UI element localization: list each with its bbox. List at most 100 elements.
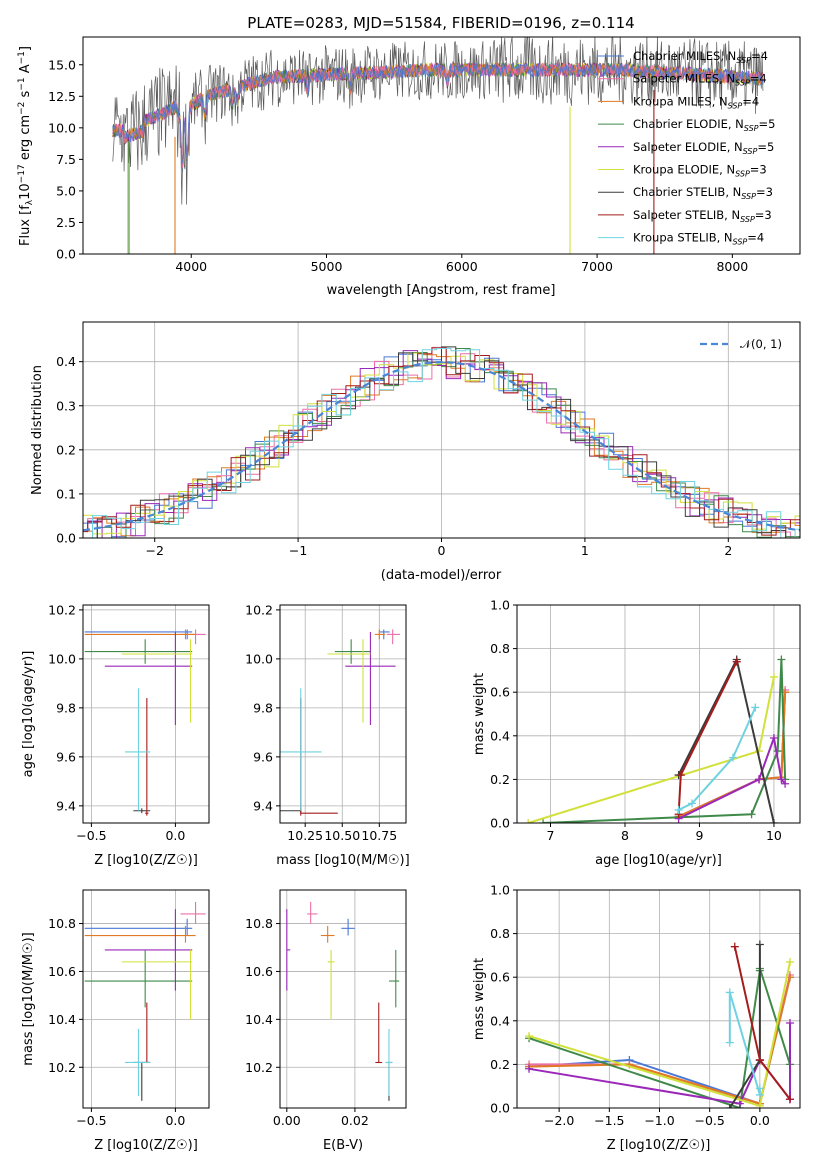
spectrum-xtick-label: 6000 bbox=[446, 259, 478, 274]
z-age-frame bbox=[82, 604, 210, 824]
mass-age-markers bbox=[280, 629, 401, 816]
spectrum-xtick-label: 8000 bbox=[716, 259, 748, 274]
z-age-xtick-label: 0.0 bbox=[165, 828, 185, 843]
spectrum-ylabel: Flux [fλ10−17 erg cm−2 s−1 A−1] bbox=[17, 46, 35, 246]
legend-entry: Salpeter MILES, NSSP=4 bbox=[633, 72, 767, 88]
spectrum-ytick-label: 7.5 bbox=[56, 152, 76, 167]
z-weight-xtick-label: −1.5 bbox=[594, 1113, 624, 1128]
z-weight-marker bbox=[725, 1038, 734, 1047]
z-weight-ytick-label: 0.4 bbox=[490, 1013, 510, 1028]
mass-age-ytick-label: 9.8 bbox=[253, 700, 273, 715]
z-mass-ytick-label: 10.8 bbox=[48, 916, 76, 931]
z-age-ytick-label: 10.2 bbox=[48, 602, 76, 617]
legend-entry: Salpeter STELIB, NSSP=3 bbox=[633, 208, 772, 224]
legend-entry: Kroupa STELIB, NSSP=4 bbox=[633, 231, 764, 247]
legend-entry: Chabrier ELODIE, NSSP=5 bbox=[633, 117, 775, 133]
spectrum-ytick-label: 10.0 bbox=[48, 120, 76, 135]
z-mass-frame bbox=[82, 889, 210, 1109]
age-weight-ytick-label: 0.8 bbox=[490, 641, 510, 656]
legend-entry: Kroupa ELODIE, NSSP=3 bbox=[633, 163, 767, 179]
age-weight-xtick-label: 9 bbox=[695, 828, 703, 843]
ebv-mass-ytick-label: 10.8 bbox=[245, 916, 273, 931]
spectrum-title: PLATE=0283, MJD=51584, FIBERID=0196, z=0… bbox=[247, 14, 634, 32]
age-weight-ytick-label: 0.4 bbox=[490, 728, 510, 743]
z-weight-marker bbox=[525, 1032, 534, 1041]
z-weight-marker bbox=[785, 1018, 794, 1027]
spectrum-xtick-label: 4000 bbox=[175, 259, 207, 274]
mass-age-ytick-label: 10.0 bbox=[245, 651, 273, 666]
z-mass-xtick-label: 0.0 bbox=[165, 1113, 185, 1128]
z-weight-line bbox=[728, 944, 761, 1108]
z-weight-xtick-label: −1.0 bbox=[644, 1113, 674, 1128]
z-weight-marker bbox=[735, 1099, 744, 1108]
age-weight-ytick-label: 0.6 bbox=[490, 685, 510, 700]
residual-xtick-label: 2 bbox=[724, 543, 732, 558]
age-weight-marker bbox=[751, 703, 760, 712]
spectrum-xlabel: wavelength [Angstrom, rest frame] bbox=[327, 283, 556, 298]
z-weight-frame bbox=[516, 889, 801, 1109]
z-age-ytick-label: 9.6 bbox=[56, 749, 76, 764]
ebv-mass-ytick-label: 10.6 bbox=[245, 964, 273, 979]
z-age-markers bbox=[84, 629, 206, 816]
residual-xtick-label: 0 bbox=[438, 543, 446, 558]
z-weight-marker bbox=[725, 988, 734, 997]
z-weight-ytick-label: 0.8 bbox=[490, 926, 510, 941]
age-weight-ytick-label: 0.0 bbox=[490, 816, 510, 831]
z-weight-marker bbox=[785, 1095, 794, 1104]
residual-hist-series bbox=[83, 347, 800, 536]
age-weight-xtick-label: 8 bbox=[621, 828, 629, 843]
residual-ytick-label: 0.4 bbox=[56, 354, 76, 369]
residual-legend-label: 𝒩(0, 1) bbox=[740, 337, 782, 351]
residual-xtick-label: 1 bbox=[581, 543, 589, 558]
ebv-mass-ytick-label: 10.4 bbox=[245, 1012, 273, 1027]
spectrum-ytick-label: 12.5 bbox=[48, 89, 76, 104]
spectrum-ytick-label: 2.5 bbox=[56, 215, 76, 230]
z-weight-series bbox=[525, 940, 794, 1108]
age-weight-ylabel: mass weight bbox=[472, 673, 487, 755]
age-weight-series bbox=[524, 655, 790, 823]
legend-entry: Chabrier STELIB, NSSP=3 bbox=[633, 185, 773, 201]
age-weight-line bbox=[678, 707, 757, 811]
z-age-ytick-label: 9.8 bbox=[56, 700, 76, 715]
residual-hist-series bbox=[83, 346, 800, 538]
z-mass-xtick-label: −0.5 bbox=[76, 1113, 106, 1128]
age-weight-xtick-label: 10 bbox=[766, 828, 782, 843]
z-mass-ytick-label: 10.2 bbox=[48, 1060, 76, 1075]
ebv-mass-panel bbox=[280, 890, 406, 1108]
mass-age-frame bbox=[279, 604, 407, 824]
z-weight-marker bbox=[525, 1064, 534, 1073]
legend-entry: Chabrier MILES, NSSP=4 bbox=[633, 49, 768, 65]
age-weight-ytick-label: 0.2 bbox=[490, 772, 510, 787]
residual-ytick-label: 0.1 bbox=[56, 486, 76, 501]
z-weight-marker bbox=[730, 942, 739, 951]
z-mass-ytick-label: 10.6 bbox=[48, 964, 76, 979]
z-weight-ytick-label: 1.0 bbox=[490, 883, 510, 898]
residual-hist-series bbox=[83, 354, 800, 537]
residual-xtick-label: −1 bbox=[289, 543, 307, 558]
spectrum-xtick-label: 7000 bbox=[581, 259, 613, 274]
age-weight-frame bbox=[516, 604, 801, 824]
spectrum-line bbox=[112, 62, 764, 164]
residual-ylabel: Normed distribution bbox=[30, 365, 45, 495]
ebv-mass-xlabel: E(B-V) bbox=[323, 1138, 363, 1153]
age-weight-line bbox=[677, 661, 738, 815]
z-weight-marker bbox=[755, 1056, 764, 1065]
z-age-ytick-label: 10.0 bbox=[48, 651, 76, 666]
ebv-mass-xtick-label: 0.02 bbox=[341, 1113, 369, 1128]
z-mass-ytick-label: 10.4 bbox=[48, 1012, 76, 1027]
ebv-mass-xtick-label: 0.00 bbox=[273, 1113, 301, 1128]
age-weight-marker bbox=[524, 819, 533, 823]
residual-ytick-label: 0.2 bbox=[56, 442, 76, 457]
ebv-mass-markers bbox=[286, 901, 400, 1101]
z-weight-line bbox=[733, 946, 791, 1100]
z-mass-xlabel: Z [log10(Z/Z☉)] bbox=[94, 1138, 198, 1153]
residual-hist-series bbox=[83, 350, 800, 538]
spectrum-xtick-label: 5000 bbox=[311, 259, 343, 274]
z-weight-marker bbox=[755, 940, 764, 949]
age-weight-marker bbox=[732, 657, 741, 666]
age-weight-marker bbox=[728, 753, 737, 762]
age-weight-marker bbox=[777, 655, 786, 664]
z-mass-ylabel: mass [log10(M/M☉)] bbox=[21, 932, 36, 1065]
mass-age-xtick-label: 10.25 bbox=[287, 828, 323, 843]
